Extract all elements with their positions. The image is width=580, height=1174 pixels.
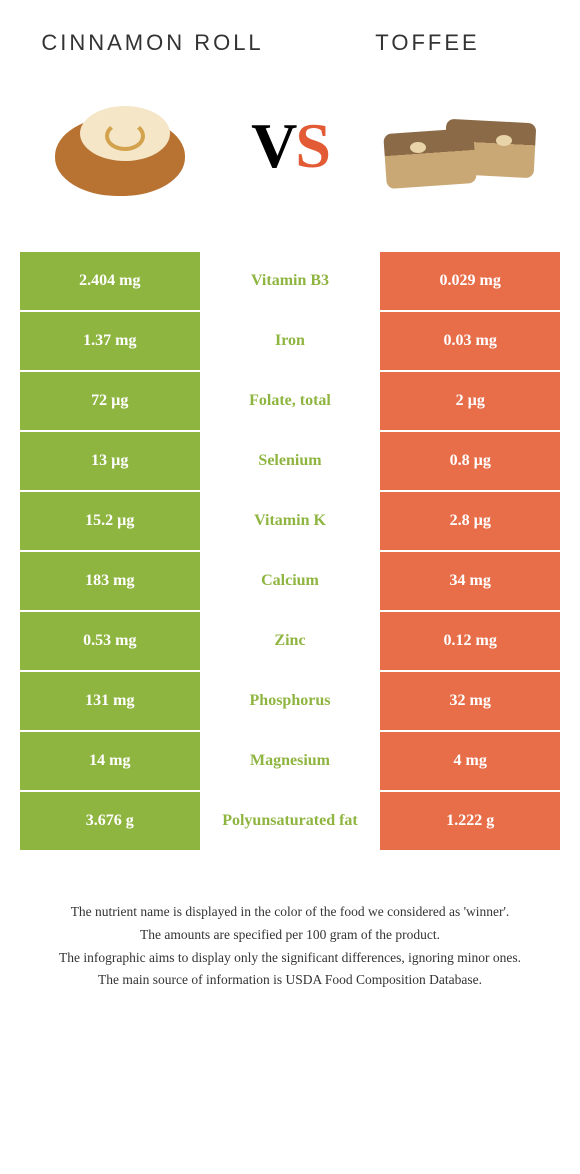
left-value: 15.2 µg	[19, 491, 201, 551]
left-value: 72 µg	[19, 371, 201, 431]
vs-s: S	[295, 110, 329, 181]
nutrient-name: Phosphorus	[201, 671, 380, 731]
footer-notes: The nutrient name is displayed in the co…	[0, 851, 580, 1011]
right-value: 1.222 g	[379, 791, 561, 851]
right-value: 0.029 mg	[379, 251, 561, 311]
nutrient-name: Iron	[201, 311, 380, 371]
vs-v: V	[251, 110, 295, 181]
table-row: 1.37 mgIron0.03 mg	[19, 311, 561, 371]
right-value: 4 mg	[379, 731, 561, 791]
left-value: 14 mg	[19, 731, 201, 791]
footer-line: The infographic aims to display only the…	[30, 947, 550, 969]
table-row: 72 µgFolate, total2 µg	[19, 371, 561, 431]
left-value: 13 µg	[19, 431, 201, 491]
toffee-image	[375, 81, 545, 211]
cinnamon-roll-image	[35, 81, 205, 211]
nutrient-name: Magnesium	[201, 731, 380, 791]
table-row: 3.676 gPolyunsaturated fat1.222 g	[19, 791, 561, 851]
right-value: 0.03 mg	[379, 311, 561, 371]
left-food-title: Cinnamon Roll	[40, 30, 265, 56]
right-value: 0.8 µg	[379, 431, 561, 491]
nutrient-name: Vitamin K	[201, 491, 380, 551]
right-value: 0.12 mg	[379, 611, 561, 671]
table-row: 0.53 mgZinc0.12 mg	[19, 611, 561, 671]
left-value: 0.53 mg	[19, 611, 201, 671]
nutrient-table: 2.404 mgVitamin B30.029 mg1.37 mgIron0.0…	[19, 251, 561, 851]
header: Cinnamon Roll Toffee	[0, 0, 580, 66]
nutrient-name: Polyunsaturated fat	[201, 791, 380, 851]
right-value: 2 µg	[379, 371, 561, 431]
left-value: 2.404 mg	[19, 251, 201, 311]
left-value: 3.676 g	[19, 791, 201, 851]
left-value: 131 mg	[19, 671, 201, 731]
table-row: 15.2 µgVitamin K2.8 µg	[19, 491, 561, 551]
nutrient-name: Vitamin B3	[201, 251, 380, 311]
table-row: 183 mgCalcium34 mg	[19, 551, 561, 611]
nutrient-name: Selenium	[201, 431, 380, 491]
right-value: 34 mg	[379, 551, 561, 611]
right-value: 32 mg	[379, 671, 561, 731]
table-row: 13 µgSelenium0.8 µg	[19, 431, 561, 491]
footer-line: The amounts are specified per 100 gram o…	[30, 924, 550, 946]
table-row: 131 mgPhosphorus32 mg	[19, 671, 561, 731]
footer-line: The main source of information is USDA F…	[30, 969, 550, 991]
left-value: 183 mg	[19, 551, 201, 611]
vs-label: VS	[251, 109, 329, 183]
right-food-title: Toffee	[315, 30, 540, 56]
right-value: 2.8 µg	[379, 491, 561, 551]
nutrient-name: Folate, total	[201, 371, 380, 431]
nutrient-name: Zinc	[201, 611, 380, 671]
left-value: 1.37 mg	[19, 311, 201, 371]
table-row: 2.404 mgVitamin B30.029 mg	[19, 251, 561, 311]
footer-line: The nutrient name is displayed in the co…	[30, 901, 550, 923]
nutrient-name: Calcium	[201, 551, 380, 611]
infographic: Cinnamon Roll Toffee VS 2.404 mgVitamin …	[0, 0, 580, 1012]
images-row: VS	[0, 66, 580, 251]
table-row: 14 mgMagnesium4 mg	[19, 731, 561, 791]
